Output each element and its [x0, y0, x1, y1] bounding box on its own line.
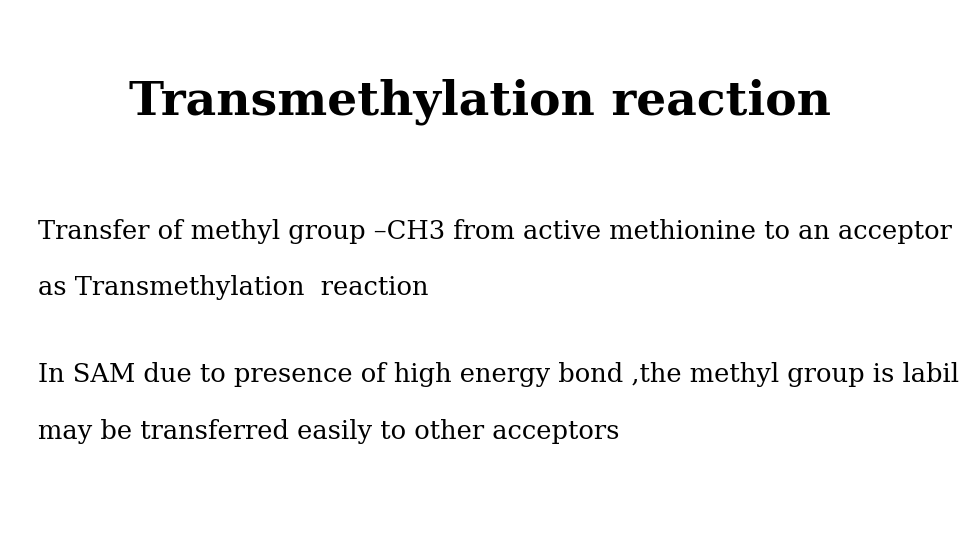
Text: Transmethylation reaction: Transmethylation reaction: [129, 78, 831, 125]
Text: as Transmethylation  reaction: as Transmethylation reaction: [38, 275, 429, 300]
Text: In SAM due to presence of high energy bond ,the methyl group is labile and: In SAM due to presence of high energy bo…: [38, 362, 960, 387]
Text: may be transferred easily to other acceptors: may be transferred easily to other accep…: [38, 418, 620, 443]
Text: Transfer of methyl group –CH3 from active methionine to an acceptor is known: Transfer of methyl group –CH3 from activ…: [38, 219, 960, 244]
